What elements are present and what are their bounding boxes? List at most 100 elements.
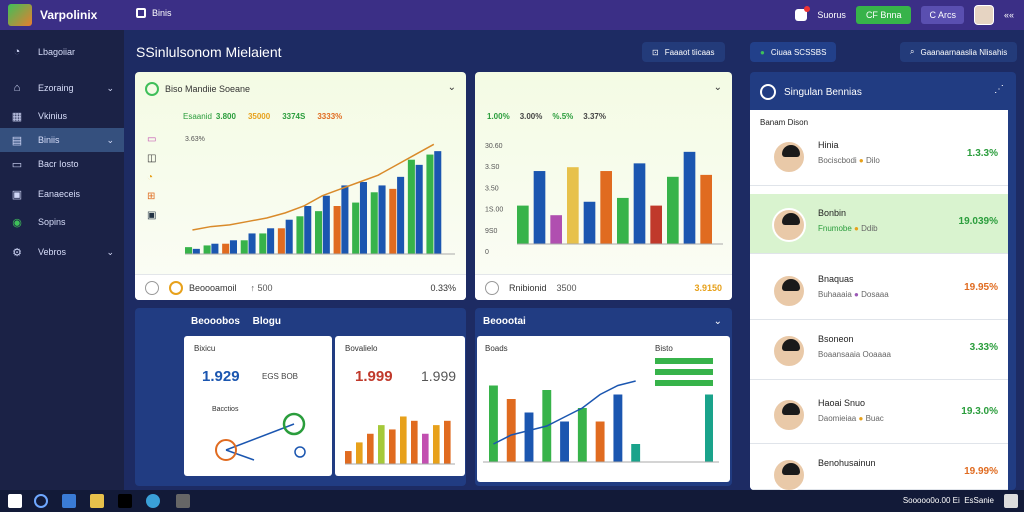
sub-card-2: Bovalielo 1.999 1.999 (335, 336, 465, 476)
chevron-down-icon: ⌄ (106, 134, 114, 145)
bar (248, 233, 256, 254)
bar (259, 233, 267, 254)
back-icon[interactable] (145, 280, 159, 295)
list-item[interactable]: Benohusainun 19.99% (750, 444, 1008, 490)
clock-icon: ◔ (147, 172, 154, 183)
app-icon[interactable] (146, 494, 160, 508)
bar (185, 247, 193, 254)
search-icon[interactable] (34, 494, 48, 508)
grid-icon: ▤ (11, 134, 23, 147)
coin-icon (169, 280, 183, 295)
purple-action-button[interactable]: C Arcs (921, 6, 964, 24)
list-item[interactable]: Bnaquas Buhaaaia ● Dosaaa 19.95% (750, 260, 1008, 320)
bar (560, 421, 569, 462)
bar (359, 182, 367, 254)
list-item[interactable]: Hinia Bociscbodi ● Dilo 1.3.3% (750, 126, 1008, 186)
shield-icon: ● (760, 47, 765, 57)
page-title: SSinlulsonom Mielaient (136, 44, 282, 60)
bar (192, 248, 200, 254)
calendar-icon: ▣ (11, 188, 23, 201)
pill-button-2[interactable]: ● Ciuaa SCSSBS (750, 42, 837, 62)
clock-icon (760, 84, 776, 100)
tab-binis[interactable]: Binis (136, 8, 172, 18)
avatar (772, 208, 806, 242)
tick-label: 0 (485, 249, 489, 256)
tick-label: 1S.00 (485, 207, 503, 214)
bar (631, 444, 641, 462)
bottom-mid-panel: Beoootai ⌄ Boads Bisto (475, 308, 732, 486)
panel-title: Beooobos Blogu (191, 316, 281, 327)
bottom-left-panel: Beooobos Blogu Bixicu 1.929 EGS BOB Bacc… (135, 308, 466, 486)
bar (304, 206, 312, 254)
list-item[interactable]: Haoai Snuo Daomieiaa ● Buac 19.3.0% (750, 384, 1008, 444)
chevron-down-icon: ⌄ (106, 246, 114, 257)
user-avatar[interactable] (973, 5, 994, 25)
more-icon[interactable]: ⋰ (994, 84, 1004, 95)
sidebar-item-lbagoiiar[interactable]: ◔ Lbagoiiar (0, 40, 124, 64)
panel-title: Beoootai (483, 316, 526, 327)
bookmark-icon: ⊡ (652, 47, 659, 57)
bar (700, 174, 712, 244)
avatar (772, 140, 806, 174)
tick-label: 30.60 (485, 143, 503, 150)
bar (426, 154, 434, 254)
pill-button-3[interactable]: ⌕ Gaanaarnaaslia Nlisahis (900, 42, 1018, 62)
sidebar-item-sopins[interactable]: ◉ Sopins (0, 210, 124, 234)
system-clock: Sooooo0o.00 Ei EsSanie (902, 496, 994, 505)
bar (352, 202, 360, 254)
sidebar-item-bacr-iosto[interactable]: ▭ Bacr Iosto (11, 158, 79, 171)
chart-3 (483, 380, 719, 463)
bar (389, 188, 397, 254)
notification-icon[interactable] (795, 6, 811, 21)
browser-icon[interactable] (62, 494, 76, 508)
folder-icon[interactable] (90, 494, 104, 508)
windows-icon[interactable] (8, 494, 22, 508)
sidebar-item-eanaeceis[interactable]: ▣ Eanaeceis (11, 188, 81, 201)
more-button[interactable]: «« (1003, 10, 1014, 20)
bar (577, 408, 587, 462)
sub-card-1: Bixicu 1.929 EGS BOB Bacctios (184, 336, 332, 476)
sidebar-item-vebros[interactable]: ⚙ Vebros ⌄ (0, 240, 124, 264)
search-icon: ⌕ (910, 47, 915, 56)
chevron-down-icon[interactable]: ⌄ (447, 82, 456, 93)
show-desktop-icon[interactable] (1004, 494, 1018, 508)
pill-button-1[interactable]: ⊡ Faaaot tiicaas (642, 42, 725, 62)
bar (489, 385, 498, 462)
bar (341, 185, 349, 254)
top-bar: Varpolinix Binis Suorus CF Bnna C Arcs «… (0, 0, 1024, 30)
terminal-icon[interactable] (118, 494, 132, 508)
bar (415, 164, 423, 254)
bar (533, 171, 546, 244)
chevron-down-icon: ⌄ (106, 82, 114, 93)
sub-card-3: Boads Bisto (477, 336, 730, 482)
list-item[interactable]: Bonbin Fnumobe ● Ddib 19.039% (750, 194, 1008, 254)
refresh-icon[interactable] (145, 82, 159, 96)
user-label[interactable]: Suorus (817, 10, 846, 20)
chevron-down-icon[interactable]: ⌄ (713, 316, 722, 327)
avatar (772, 458, 806, 490)
bar (333, 206, 341, 254)
sidebar-item-ezoraing[interactable]: ⌂ Ezoraing ⌄ (0, 76, 124, 100)
bar (595, 421, 605, 462)
list-item[interactable]: Bsoneon Boaansaaia Ooaaaa 3.33% (750, 320, 1008, 380)
bar (407, 159, 415, 254)
bar (411, 420, 418, 464)
bar (277, 228, 285, 254)
taskbar: Sooooo0o.00 Ei EsSanie (0, 490, 1024, 512)
bar (633, 163, 646, 244)
back-icon[interactable] (485, 280, 499, 295)
bar (517, 205, 529, 244)
app-icon-2[interactable] (176, 494, 190, 508)
bar (683, 151, 696, 244)
sidebar-item-vkinius[interactable]: ▦ Vkinius (11, 110, 68, 123)
briefcase-icon: ▭ (147, 134, 157, 145)
chevron-down-icon[interactable]: ⌄ (713, 82, 722, 93)
bar (378, 425, 385, 464)
green-action-button[interactable]: CF Bnna (855, 6, 912, 24)
bar (378, 185, 386, 254)
bar (613, 394, 623, 462)
sidebar-item-biniis[interactable]: ▤ Biniis ⌄ (0, 128, 124, 152)
bar (444, 420, 451, 464)
bar (367, 433, 374, 464)
y-axis-label: 3.63% (185, 136, 205, 143)
